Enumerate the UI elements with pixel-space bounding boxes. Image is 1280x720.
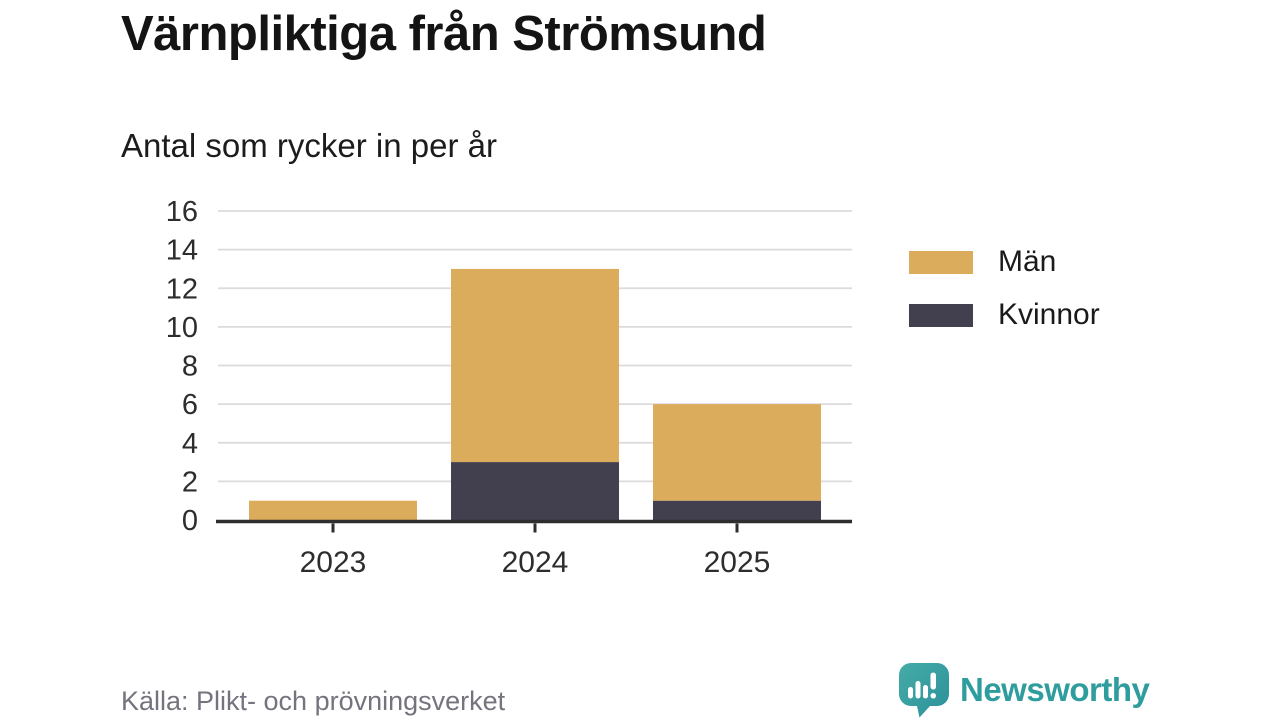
newsworthy-speech-bubble-chart-icon (899, 663, 949, 718)
legend-item-men: Män (909, 247, 1100, 277)
y-tick-label: 6 (182, 389, 198, 421)
y-tick-label: 8 (182, 351, 198, 383)
y-tick-label: 14 (166, 235, 198, 267)
stacked-bar-chart: 0 2 4 6 8 10 12 14 16 2023 2024 2025 (166, 196, 852, 579)
bar-segment-män-2023 (249, 500, 417, 520)
legend-label-women: Kvinnor (998, 298, 1100, 331)
legend-label-men: Män (998, 245, 1057, 278)
y-tick-label: 4 (182, 428, 198, 460)
bar-segment-kvinnor-2025 (653, 500, 821, 520)
x-tick-label: 2025 (704, 546, 771, 579)
bar-segment-kvinnor-2024 (451, 462, 619, 520)
y-tick-label: 16 (166, 196, 198, 228)
chart-subtitle: Antal som rycker in per år (121, 127, 497, 164)
bar-segment-män-2024 (451, 268, 619, 463)
legend-swatch-women (909, 303, 973, 327)
legend-swatch-men (909, 250, 973, 274)
legend-item-women: Kvinnor (909, 300, 1100, 330)
x-tick-label: 2024 (502, 546, 569, 579)
newsworthy-wordmark: Newsworthy (960, 671, 1150, 708)
bar-segment-män-2025 (653, 404, 821, 501)
y-tick-label: 12 (166, 273, 198, 305)
y-tick-label: 0 (182, 505, 198, 537)
source-note: Källa: Plikt- och prövningsverket (121, 686, 506, 716)
x-tick-label: 2023 (300, 546, 367, 579)
y-tick-label: 10 (166, 312, 198, 344)
y-tick-label: 2 (182, 466, 198, 498)
chart-legend: Män Kvinnor (909, 247, 1100, 330)
newsworthy-logo: Newsworthy (897, 661, 1150, 718)
chart-title: Värnpliktiga från Strömsund (121, 7, 767, 61)
